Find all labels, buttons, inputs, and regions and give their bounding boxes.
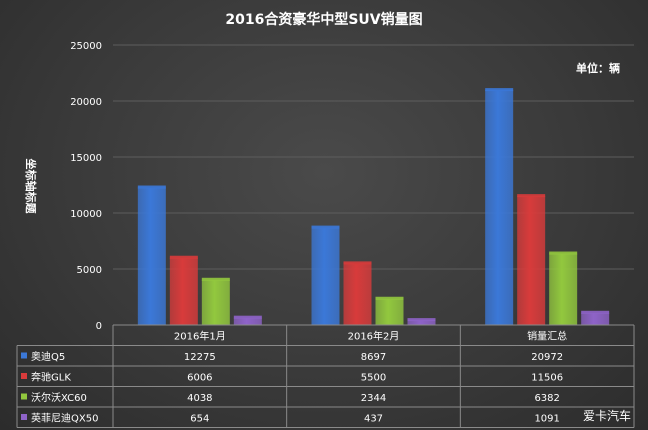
y-tick-label: 0 <box>96 321 102 332</box>
y-axis-label: 坐标轴标题 <box>24 159 38 215</box>
data-label: 654 <box>190 414 209 425</box>
y-tick-label: 10000 <box>70 209 102 220</box>
bar <box>311 227 340 325</box>
bar-top <box>311 225 340 229</box>
bar <box>485 90 514 325</box>
bar-top <box>137 185 166 189</box>
unit-label: 单位：辆 <box>576 61 620 75</box>
bar <box>233 317 262 325</box>
bars <box>137 88 610 325</box>
legend-swatch <box>21 352 27 359</box>
bar <box>169 257 198 325</box>
legend-swatch <box>21 393 27 400</box>
bar-top <box>517 194 546 198</box>
watermark-text: 爱卡汽车 <box>583 408 631 423</box>
bar <box>581 312 610 325</box>
data-label: 437 <box>364 414 383 425</box>
y-axis-ticks: 0 5000 10000 15000 20000 25000 <box>70 41 102 332</box>
chart-title: 2016合资豪华中型SUV销量图 <box>225 11 422 28</box>
legend-entry: 英菲尼迪QX50 <box>31 412 98 425</box>
data-label: 1091 <box>534 414 559 425</box>
legend-entry: 奔驰GLK <box>31 371 71 384</box>
bar <box>407 320 436 325</box>
bar <box>137 187 166 325</box>
bar-top <box>549 251 578 255</box>
legend-entry: 沃尔沃XC60 <box>31 391 87 404</box>
bar-top <box>485 88 514 92</box>
bar-top <box>233 315 262 319</box>
bar-top <box>343 261 372 265</box>
legend-entry: 奥迪Q5 <box>31 350 65 363</box>
data-label: 6006 <box>187 373 212 384</box>
bar <box>375 298 404 325</box>
legend-swatch <box>21 373 27 379</box>
data-label: 2344 <box>361 393 386 404</box>
bar <box>201 279 230 325</box>
y-tick-label: 25000 <box>70 41 102 52</box>
x-tick-label: 2016年2月 <box>348 330 400 343</box>
y-tick-label: 15000 <box>70 153 102 164</box>
bar-top <box>407 318 436 322</box>
data-label: 5500 <box>361 373 386 384</box>
legend-swatch <box>21 414 27 420</box>
bar-top <box>375 296 404 300</box>
x-tick-label: 2016年1月 <box>174 330 226 343</box>
bar-top <box>201 277 230 281</box>
y-tick-label: 5000 <box>77 265 102 276</box>
data-label: 8697 <box>361 352 386 363</box>
x-tick-label: 销量汇总 <box>527 330 567 343</box>
data-label: 4038 <box>187 393 212 404</box>
data-label: 6382 <box>534 393 559 404</box>
bar-top <box>581 310 610 314</box>
y-tick-label: 20000 <box>70 97 102 108</box>
bar <box>517 196 546 325</box>
data-label: 20972 <box>531 352 563 363</box>
bar <box>549 253 578 325</box>
bar <box>343 263 372 325</box>
bar-top <box>169 255 198 259</box>
data-label: 11506 <box>531 373 563 384</box>
data-label: 12275 <box>184 352 216 363</box>
